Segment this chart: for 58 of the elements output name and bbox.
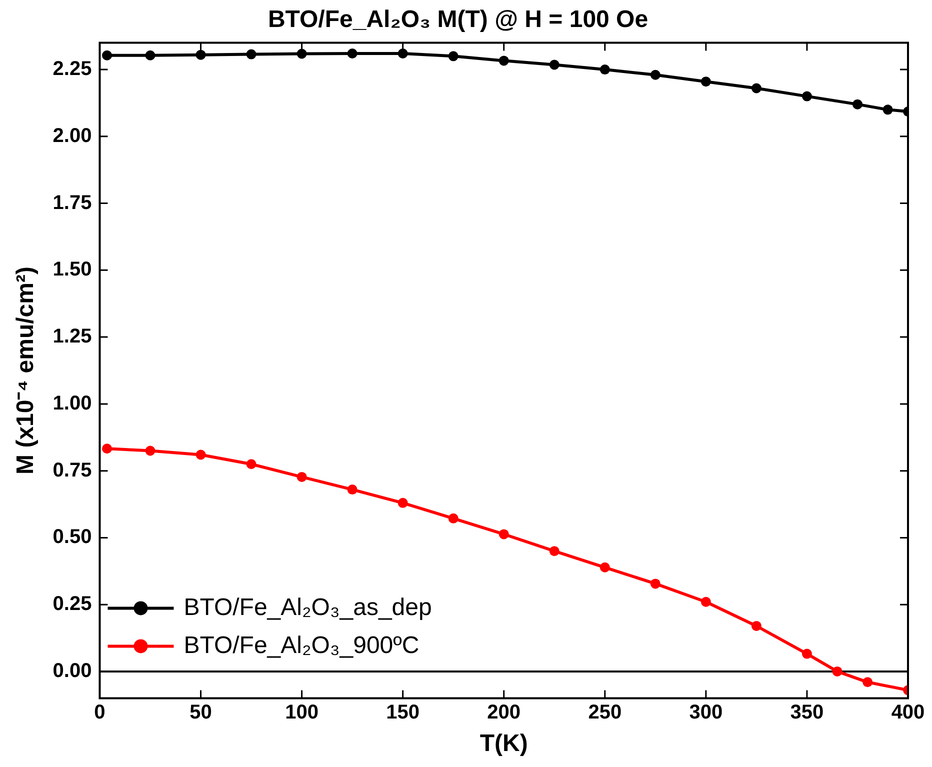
point <box>448 513 458 524</box>
legend-label: BTO/Fe_Al₂O₃_as_dep <box>184 594 432 621</box>
x-tick-label: 100 <box>285 702 318 724</box>
point <box>347 48 358 58</box>
point <box>296 472 307 482</box>
point <box>196 450 206 460</box>
point <box>102 444 112 454</box>
point <box>398 48 408 58</box>
x-axis-title: T(K) <box>480 730 528 758</box>
x-tick-label: 150 <box>386 702 420 724</box>
point <box>498 56 509 66</box>
point <box>751 83 762 94</box>
y-tick-label: 1.50 <box>52 258 92 281</box>
point <box>600 562 610 572</box>
y-axis-title: M (x10⁻⁴ emu/cm²) <box>12 266 40 474</box>
x-tick-label: 50 <box>190 702 212 724</box>
chart-title: BTO/Fe_Al₂O₃ M(T) @ H = 100 Oe <box>268 6 648 34</box>
x-tick-label: 200 <box>487 702 521 724</box>
point <box>246 459 256 470</box>
point <box>145 50 156 60</box>
y-tick-label: 1.75 <box>52 192 92 214</box>
point <box>246 49 256 60</box>
y-tick-label: 0.00 <box>52 660 92 682</box>
y-tick-label: 2.00 <box>52 124 92 147</box>
point <box>498 529 509 540</box>
x-tick-label: 300 <box>689 702 723 724</box>
point <box>398 498 408 508</box>
y-tick-label: 0.25 <box>52 593 92 616</box>
point <box>448 51 458 62</box>
point <box>700 76 711 87</box>
point <box>347 484 358 495</box>
point <box>802 648 812 659</box>
point <box>549 60 560 70</box>
y-tick-label: 1.00 <box>52 392 92 414</box>
point <box>650 578 660 589</box>
point <box>296 48 307 59</box>
x-tick-label: 250 <box>588 702 622 724</box>
point <box>549 546 560 556</box>
point <box>196 50 206 60</box>
point <box>650 70 660 80</box>
point <box>751 620 762 631</box>
point <box>832 666 842 676</box>
x-tick-label: 350 <box>790 702 824 724</box>
point <box>700 596 711 607</box>
y-tick-label: 0.50 <box>52 526 92 548</box>
y-tick-label: 2.25 <box>52 58 92 80</box>
x-tick-label: 0 <box>94 702 106 724</box>
point <box>102 50 112 60</box>
point <box>145 446 156 456</box>
point <box>852 99 862 110</box>
legend-label: BTO/Fe_Al₂O₃_900ºC <box>184 632 420 659</box>
x-tick-label: 400 <box>891 702 925 724</box>
y-tick-label: 0.75 <box>52 459 92 482</box>
point <box>882 104 893 115</box>
point <box>862 677 873 688</box>
point <box>600 64 610 75</box>
y-tick-label: 1.25 <box>52 326 92 348</box>
point <box>802 91 812 102</box>
